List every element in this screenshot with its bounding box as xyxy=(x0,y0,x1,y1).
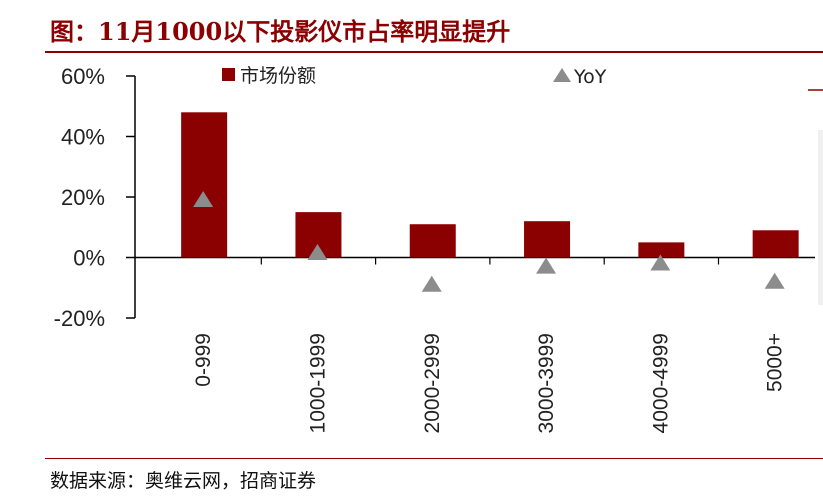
x-category-label: 4000-4999 xyxy=(649,333,672,433)
right-edge-clip xyxy=(808,89,823,305)
yoy-marker-2000-2999 xyxy=(421,275,442,292)
source-note: 数据来源：奥维云网，招商证券 xyxy=(50,470,317,492)
yoy-marker-3000-3999 xyxy=(536,257,557,274)
adjacent-panel-edge xyxy=(818,130,823,305)
bar-5000+ xyxy=(752,230,799,258)
bar-3000-3999 xyxy=(524,221,571,258)
legend: 市场份额 YoY xyxy=(222,65,607,88)
yoy-series xyxy=(193,191,785,292)
yoy-marker-0-999 xyxy=(193,191,214,208)
title-divider xyxy=(45,51,823,53)
bar-0-999 xyxy=(181,112,228,258)
legend-label-market-share: 市场份额 xyxy=(240,65,316,87)
chart-axes xyxy=(134,76,815,318)
source-divider xyxy=(45,458,823,459)
yoy-marker-5000+ xyxy=(764,272,785,289)
bar-2000-2999 xyxy=(409,224,456,258)
yoy-marker-1000-1999 xyxy=(307,243,328,260)
x-axis-categories: 0-999 1000-1999 2000-2999 3000-3999 4000-499… xyxy=(192,333,787,433)
x-category-label: 3000-3999 xyxy=(535,333,558,433)
x-category-label: 1000-1999 xyxy=(306,333,329,433)
figure-title: 图：11月1000以下投影仪市占率明显提升 xyxy=(50,17,511,46)
x-category-label: 0-999 xyxy=(192,333,215,387)
y-tick-label: -20% xyxy=(54,306,105,331)
x-category-label: 5000+ xyxy=(764,333,787,392)
yoy-marker-4000-4999 xyxy=(650,254,671,271)
legend-swatch-market-share xyxy=(222,68,235,81)
x-category-label: 2000-2999 xyxy=(421,333,444,433)
y-tick-label: 40% xyxy=(61,125,105,150)
bar-4000-4999 xyxy=(638,242,685,258)
y-tick-label: 0% xyxy=(73,246,105,271)
bar-chart: 60% 40% 20% 0% -20% 0-999 1000-1999 2000-2999 3… xyxy=(54,64,823,433)
y-axis-ticks: 60% 40% 20% 0% -20% xyxy=(54,64,135,331)
y-tick-label: 60% xyxy=(61,64,105,89)
legend-label-yoy: YoY xyxy=(573,66,607,88)
bar-series xyxy=(181,112,799,258)
legend-swatch-yoy xyxy=(553,68,571,82)
y-tick-label: 20% xyxy=(61,185,105,210)
